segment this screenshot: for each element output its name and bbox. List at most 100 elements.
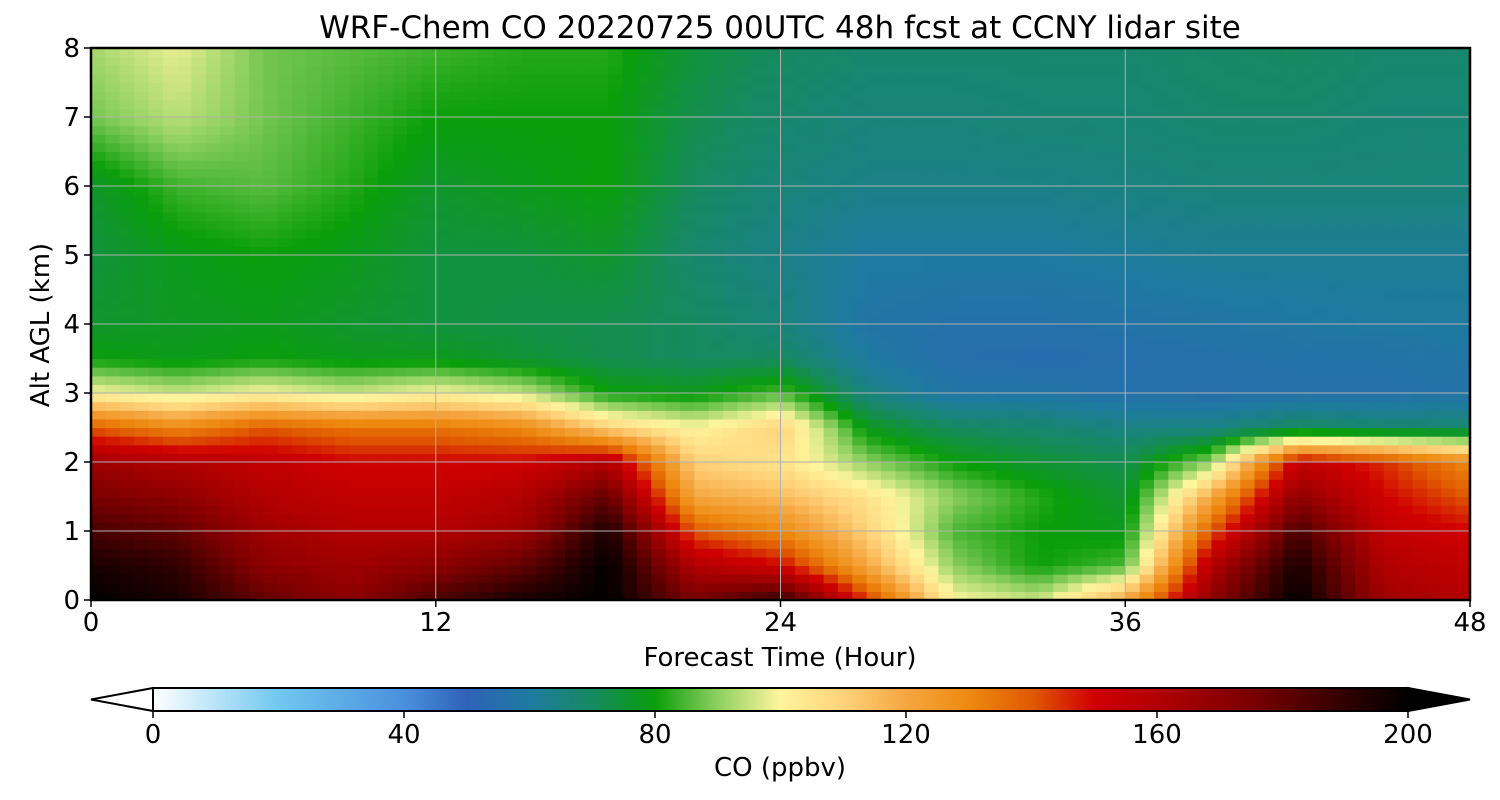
heatmap-cell xyxy=(292,289,308,299)
heatmap-cell xyxy=(766,298,782,308)
heatmap-cell xyxy=(1125,229,1141,239)
heatmap-cell xyxy=(981,375,997,385)
heatmap-cell xyxy=(1110,211,1126,222)
heatmap-cell xyxy=(249,505,264,515)
heatmap-cell xyxy=(809,194,825,204)
heatmap-cell xyxy=(550,453,566,463)
heatmap-cell xyxy=(837,531,853,541)
heatmap-cell xyxy=(234,246,250,256)
heatmap-cell xyxy=(1024,65,1040,75)
heatmap-cell xyxy=(148,203,164,213)
heatmap-cell xyxy=(1125,548,1141,558)
heatmap-cell xyxy=(335,375,351,385)
heatmap-cell xyxy=(1096,255,1112,265)
heatmap-cell xyxy=(766,142,782,153)
heatmap-cell xyxy=(679,48,695,58)
heatmap-cell xyxy=(1024,203,1040,213)
heatmap-cell xyxy=(780,522,796,532)
heatmap-cell xyxy=(751,134,767,144)
heatmap-cell xyxy=(148,48,164,58)
heatmap-cell xyxy=(852,82,868,92)
heatmap-cell xyxy=(1168,341,1184,351)
heatmap-cell xyxy=(995,134,1011,144)
heatmap-cell xyxy=(708,306,724,316)
heatmap-cell xyxy=(651,203,667,213)
heatmap-cell xyxy=(737,479,753,489)
heatmap-cell xyxy=(191,108,207,118)
heatmap-cell xyxy=(478,582,494,592)
heatmap-cell xyxy=(263,177,279,187)
heatmap-cell xyxy=(651,505,667,515)
heatmap-cell xyxy=(651,117,667,127)
heatmap-cell xyxy=(392,160,408,170)
heatmap-cell xyxy=(1096,73,1112,84)
heatmap-cell xyxy=(694,565,710,575)
heatmap-cell xyxy=(708,358,724,368)
heatmap-cell xyxy=(909,125,925,135)
heatmap-cell xyxy=(895,591,911,601)
heatmap-cell xyxy=(363,82,379,92)
heatmap-cell xyxy=(493,427,509,437)
heatmap-cell xyxy=(579,186,595,196)
heatmap-cell xyxy=(464,582,480,592)
heatmap-cell xyxy=(852,410,868,420)
heatmap-cell xyxy=(665,384,681,394)
heatmap-cell xyxy=(407,384,422,394)
heatmap-cell xyxy=(665,487,681,498)
heatmap-cell xyxy=(723,315,738,325)
heatmap-cell xyxy=(1024,401,1040,411)
heatmap-cell xyxy=(924,211,940,222)
heatmap-cell xyxy=(177,117,193,127)
heatmap-cell xyxy=(1039,220,1055,230)
heatmap-cell xyxy=(665,203,681,213)
heatmap-cell xyxy=(421,582,437,592)
heatmap-cell xyxy=(464,272,480,282)
heatmap-cell xyxy=(1153,410,1169,420)
heatmap-cell xyxy=(1125,358,1141,368)
heatmap-cell xyxy=(335,168,351,178)
heatmap-cell xyxy=(924,255,940,265)
heatmap-cell xyxy=(464,220,480,230)
heatmap-cell xyxy=(105,479,121,489)
heatmap-cell xyxy=(249,591,264,601)
heatmap-cell xyxy=(1153,367,1169,377)
heatmap-cell xyxy=(794,332,810,342)
heatmap-cell xyxy=(1168,410,1184,420)
heatmap-cell xyxy=(392,410,408,420)
heatmap-cell xyxy=(608,384,624,394)
heatmap-cell xyxy=(148,298,164,308)
heatmap-cell xyxy=(995,565,1011,575)
heatmap-cell xyxy=(636,332,652,342)
heatmap-cell xyxy=(363,108,379,118)
heatmap-cell xyxy=(924,73,940,84)
heatmap-cell xyxy=(952,289,968,299)
heatmap-cell xyxy=(349,548,365,558)
heatmap-cell xyxy=(866,324,882,334)
heatmap-cell xyxy=(277,531,293,541)
heatmap-cell xyxy=(1153,349,1169,360)
heatmap-cell xyxy=(507,298,523,308)
heatmap-cell xyxy=(622,272,638,282)
heatmap-cell xyxy=(593,513,609,523)
heatmap-cell xyxy=(105,272,121,282)
heatmap-cell xyxy=(1110,65,1126,75)
heatmap-cell xyxy=(119,56,135,66)
heatmap-cell xyxy=(478,324,494,334)
heatmap-cell xyxy=(837,91,853,101)
heatmap-cell xyxy=(220,565,236,575)
heatmap-cell xyxy=(579,315,595,325)
heatmap-cell xyxy=(665,48,681,58)
heatmap-cell xyxy=(263,462,279,472)
heatmap-cell xyxy=(91,211,106,222)
heatmap-cell xyxy=(995,513,1011,523)
heatmap-cell xyxy=(1197,574,1213,584)
heatmap-cell xyxy=(924,177,940,187)
heatmap-cell xyxy=(794,522,810,532)
heatmap-cell xyxy=(694,341,710,351)
heatmap-cell xyxy=(335,73,351,84)
heatmap-cell xyxy=(665,280,681,291)
heatmap-cell xyxy=(507,246,523,256)
heatmap-cell xyxy=(737,427,753,437)
heatmap-cell xyxy=(507,211,523,222)
heatmap-cell xyxy=(378,453,394,463)
